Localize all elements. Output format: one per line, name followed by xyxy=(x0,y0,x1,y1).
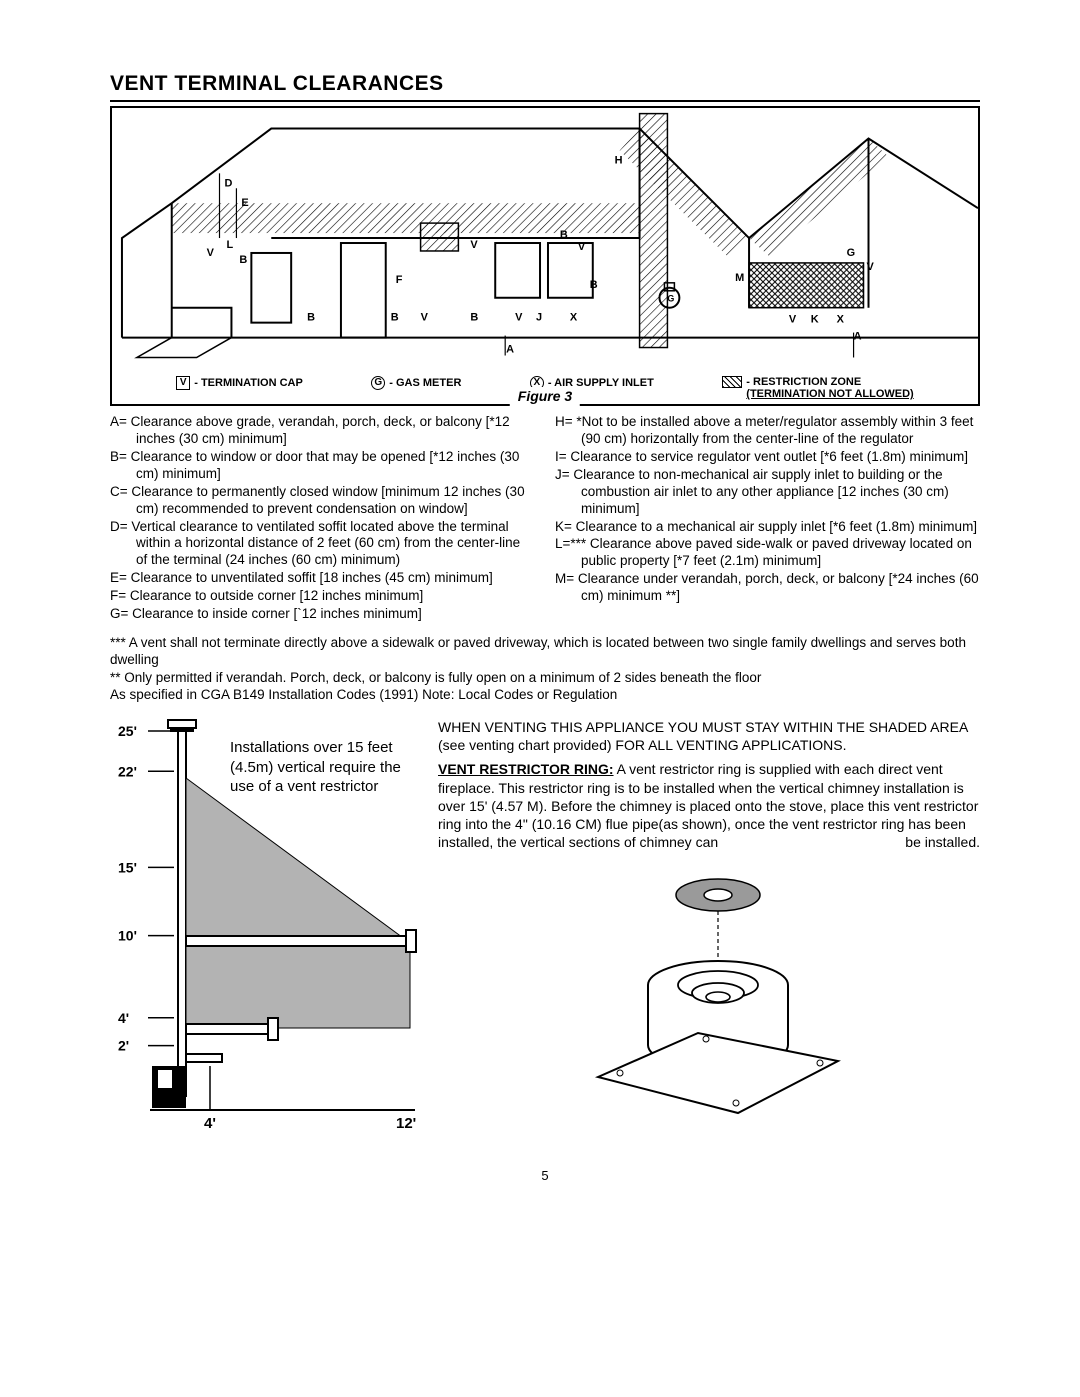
clearance-def: G= Clearance to inside corner [`12 inche… xyxy=(110,606,535,623)
svg-text:25': 25' xyxy=(118,723,137,739)
svg-text:X: X xyxy=(570,312,578,324)
venting-warning: WHEN VENTING THIS APPLIANCE YOU MUST STA… xyxy=(438,718,980,754)
clearance-definitions: A= Clearance above grade, verandah, porc… xyxy=(110,414,980,624)
venting-chart: Installations over 15 feet (4.5m) vertic… xyxy=(110,718,420,1143)
svg-text:V: V xyxy=(470,239,478,251)
svg-text:B: B xyxy=(307,312,315,324)
svg-text:B: B xyxy=(590,279,598,291)
clearance-def: A= Clearance above grade, verandah, porc… xyxy=(110,414,535,448)
chart-note: Installations over 15 feet (4.5m) vertic… xyxy=(230,738,410,797)
footnotes: *** A vent shall not terminate directly … xyxy=(110,634,980,704)
x-label-4: 4' xyxy=(204,1115,216,1132)
svg-text:B: B xyxy=(560,229,568,241)
svg-text:B: B xyxy=(391,312,399,324)
clearance-def: H= *Not to be installed above a meter/re… xyxy=(555,414,980,448)
page-title: VENT TERMINAL CLEARANCES xyxy=(110,70,980,102)
figure-3-box: D E V L B F V B V H V J X B B B V B A M G… xyxy=(110,106,980,406)
clearance-def: L=*** Clearance above paved side-walk or… xyxy=(555,536,980,570)
svg-text:22': 22' xyxy=(118,763,137,779)
clearance-def: K= Clearance to a mechanical air supply … xyxy=(555,519,980,536)
svg-text:M: M xyxy=(735,272,744,284)
svg-text:K: K xyxy=(811,314,819,326)
restrictor-text: WHEN VENTING THIS APPLIANCE YOU MUST STA… xyxy=(438,718,980,1143)
svg-text:G: G xyxy=(667,294,674,304)
svg-text:D: D xyxy=(224,178,232,190)
legend-g: - GAS METER xyxy=(389,377,461,389)
svg-text:2': 2' xyxy=(118,1038,129,1054)
restrictor-heading: VENT RESTRICTOR RING: xyxy=(438,761,614,777)
legend-r1: - RESTRICTION ZONE xyxy=(746,376,861,388)
clearance-def: D= Vertical clearance to ventilated soff… xyxy=(110,519,535,570)
v-icon: V xyxy=(176,376,190,390)
svg-text:V: V xyxy=(515,312,523,324)
clearance-def: C= Clearance to permanently closed windo… xyxy=(110,484,535,518)
clearance-def: I= Clearance to service regulator vent o… xyxy=(555,449,980,466)
clearance-def: J= Clearance to non-mechanical air suppl… xyxy=(555,467,980,518)
hatch-icon xyxy=(722,376,742,388)
clearance-def: F= Clearance to outside corner [12 inche… xyxy=(110,588,535,605)
svg-text:E: E xyxy=(241,198,248,210)
g-icon: G xyxy=(371,376,385,390)
clearance-def: M= Clearance under verandah, porch, deck… xyxy=(555,571,980,605)
svg-text:B: B xyxy=(470,312,478,324)
clearance-def: E= Clearance to unventilated soffit [18 … xyxy=(110,570,535,587)
svg-text:V: V xyxy=(867,261,875,273)
svg-text:J: J xyxy=(536,312,542,324)
figure-caption: Figure 3 xyxy=(510,387,580,406)
page-number: 5 xyxy=(110,1167,980,1185)
svg-text:V: V xyxy=(789,314,797,326)
svg-text:B: B xyxy=(239,254,247,266)
svg-text:L: L xyxy=(226,239,233,251)
legend-v: - TERMINATION CAP xyxy=(194,377,303,389)
svg-text:V: V xyxy=(578,241,586,253)
svg-text:H: H xyxy=(615,155,623,167)
svg-text:F: F xyxy=(396,274,403,286)
svg-text:A: A xyxy=(854,331,862,343)
svg-text:V: V xyxy=(207,247,215,259)
svg-text:10': 10' xyxy=(118,928,137,944)
svg-text:A: A xyxy=(506,344,514,356)
svg-text:4': 4' xyxy=(118,1010,129,1026)
svg-text:15': 15' xyxy=(118,859,137,875)
svg-text:X: X xyxy=(837,314,845,326)
legend-r2: (TERMINATION NOT ALLOWED) xyxy=(746,388,913,400)
restrictor-paragraph: VENT RESTRICTOR RING: A vent restrictor … xyxy=(438,760,980,851)
restrictor-ring-diagram xyxy=(578,865,858,1125)
building-diagram: D E V L B F V B V H V J X B B B V B A M G… xyxy=(112,108,978,383)
x-label-12: 12' xyxy=(396,1115,416,1132)
svg-text:V: V xyxy=(421,312,429,324)
clearance-def: B= Clearance to window or door that may … xyxy=(110,449,535,483)
svg-text:G: G xyxy=(847,247,856,259)
